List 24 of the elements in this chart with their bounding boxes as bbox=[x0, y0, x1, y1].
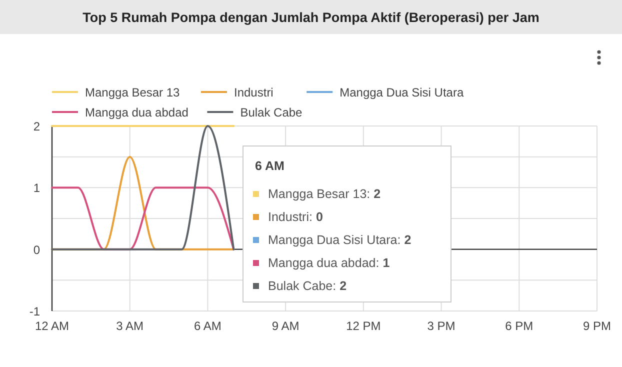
x-tick-label: 6 PM bbox=[505, 319, 534, 333]
y-tick-label: 2 bbox=[33, 120, 40, 134]
x-tick-label: 9 AM bbox=[272, 319, 300, 333]
x-tick-label: 12 PM bbox=[346, 319, 381, 333]
annotation: Industri: 0 bbox=[268, 210, 323, 224]
annotation: Mangga dua abdad: 1 bbox=[268, 256, 390, 270]
x-tick-label: 12 AM bbox=[34, 319, 70, 333]
chart-title: Top 5 Rumah Pompa dengan Jumlah Pompa Aktif (Beroperasi) per Jam bbox=[82, 10, 540, 25]
annotation: Mangga Dua Sisi Utara: 2 bbox=[268, 233, 412, 247]
x-tick-label: 6 AM bbox=[194, 319, 222, 333]
y-tick-label: 0 bbox=[33, 242, 40, 257]
legend-label: Mangga Dua Sisi Utara bbox=[340, 86, 464, 100]
legend-label: Mangga dua abdad bbox=[85, 106, 188, 120]
x-tick-label: 3 PM bbox=[427, 319, 456, 333]
y-tick-label: -1 bbox=[29, 304, 40, 318]
legend-label: Industri bbox=[234, 86, 274, 100]
legend-label: Bulak Cabe bbox=[240, 106, 303, 120]
annotation: 6 AM bbox=[255, 159, 284, 173]
x-tick-label: 9 PM bbox=[582, 319, 612, 333]
y-tick-label: 1 bbox=[33, 181, 40, 196]
x-tick-label: 3 AM bbox=[116, 319, 144, 333]
annotation: Mangga Besar 13: 2 bbox=[268, 187, 381, 201]
annotation: Bulak Cabe: 2 bbox=[268, 279, 347, 293]
legend-label: Mangga Besar 13 bbox=[85, 86, 180, 100]
